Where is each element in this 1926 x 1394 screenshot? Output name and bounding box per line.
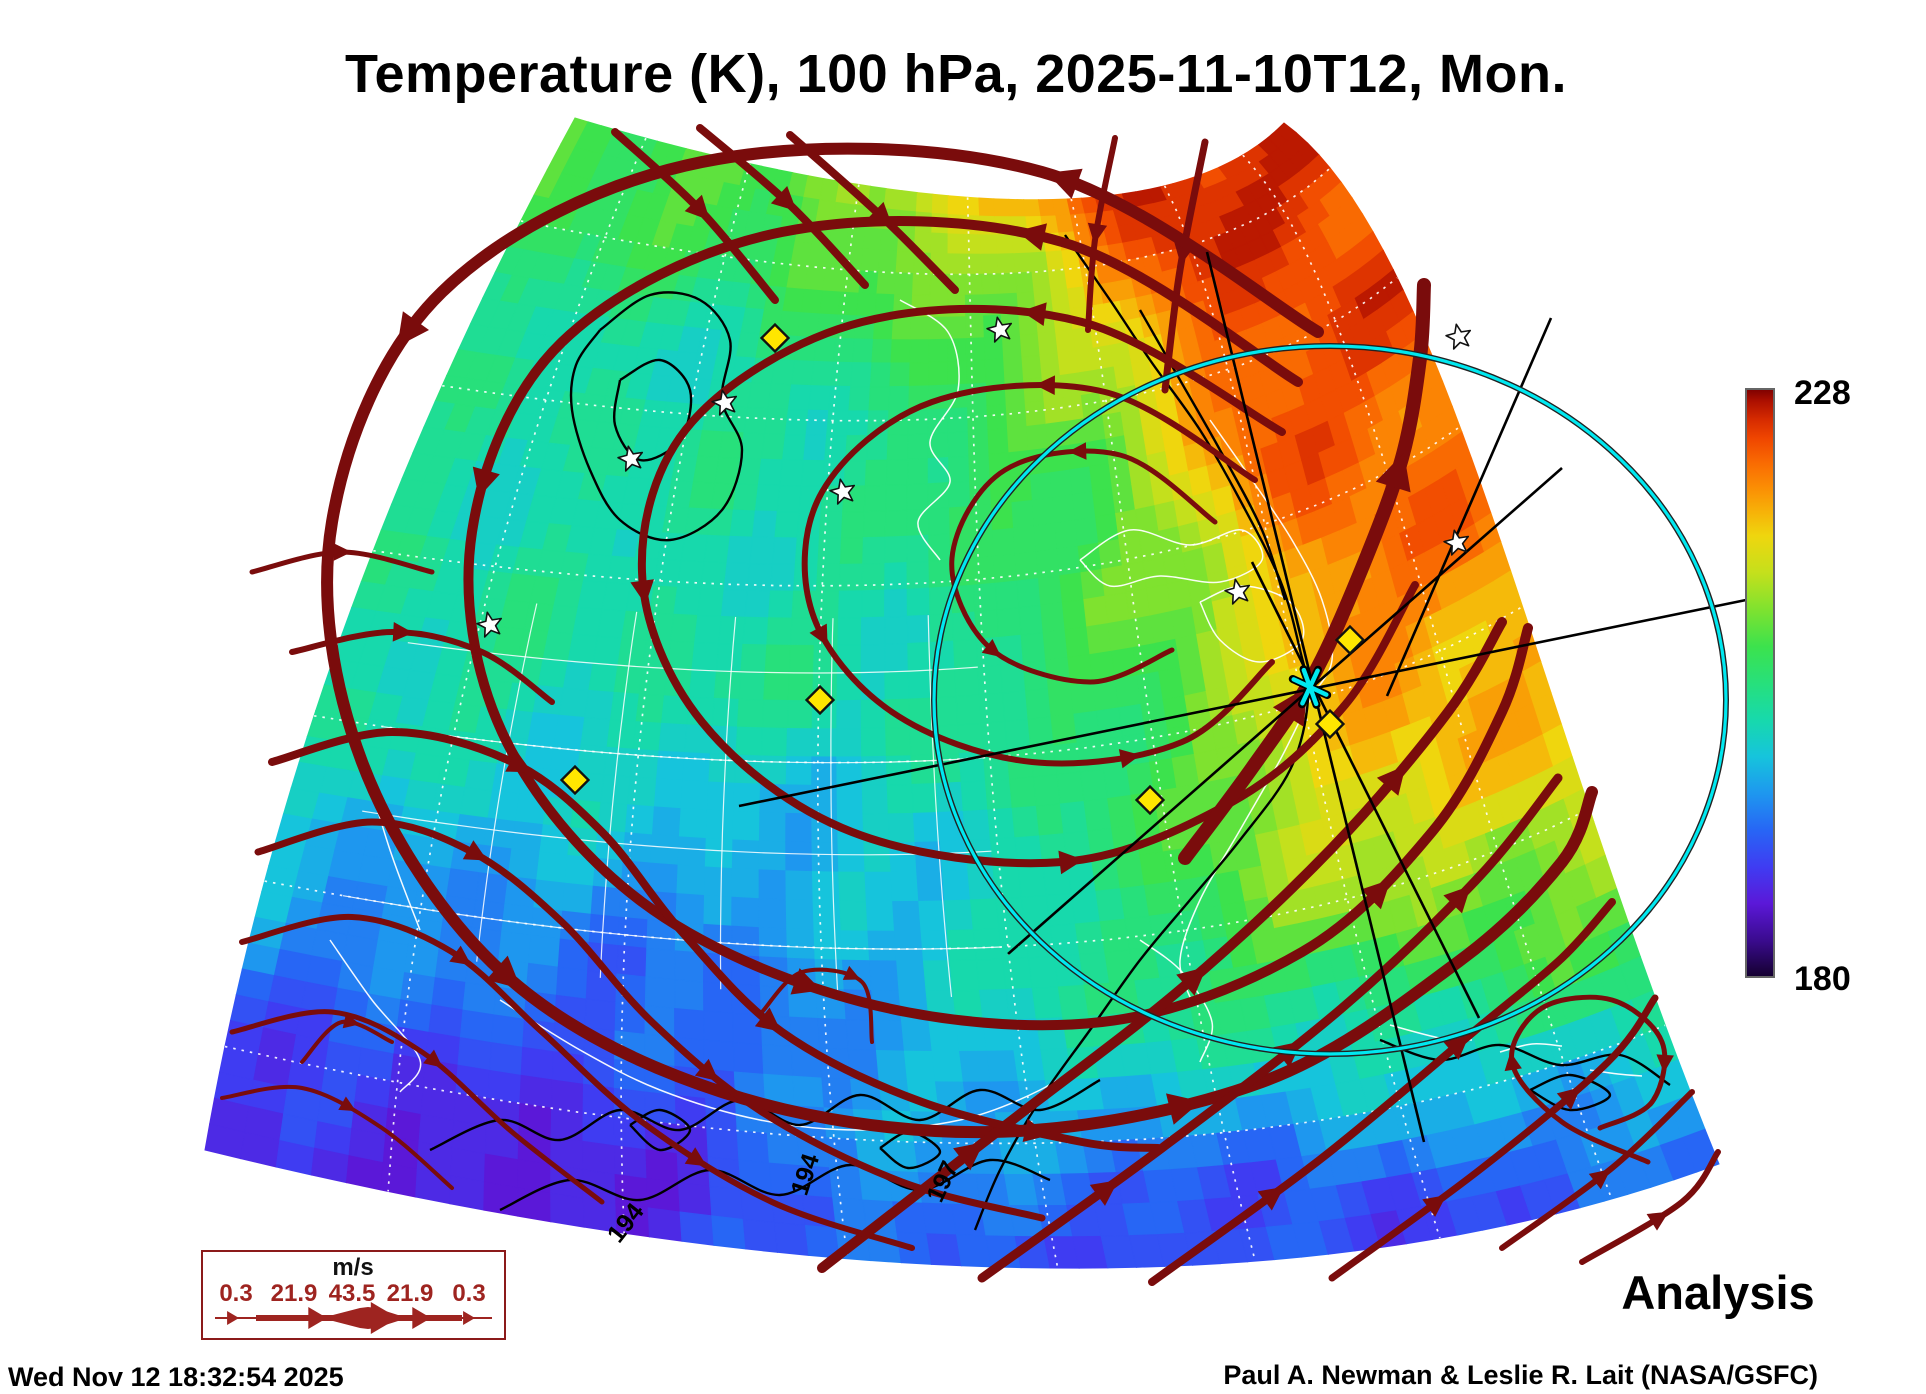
station-markers: [476, 316, 1472, 816]
wind-speed-legend: m/s 0.3 21.9 43.5 21.9 0.3: [201, 1250, 506, 1340]
latitude-circle: [931, 343, 1729, 1057]
cross-section-line-5: [1385, 317, 1553, 697]
cross-section-line-4: [1007, 467, 1563, 955]
station-diamond-marker: [1334, 624, 1366, 656]
station-diamond-marker: [1134, 784, 1166, 816]
streamline: [1499, 1089, 1695, 1251]
streamline: [239, 913, 915, 1251]
temperature-field: [204, 117, 1720, 1269]
legend-unit-label: m/s: [332, 1254, 373, 1281]
footer-credit: Paul A. Newman & Leslie R. Lait (NASA/GS…: [1223, 1360, 1818, 1390]
footer-timestamp: Wed Nov 12 18:32:54 2025: [8, 1362, 344, 1392]
colorbar-min-label: 180: [1794, 960, 1851, 998]
cross-site-marker: [1288, 665, 1332, 709]
colorbar-max-label: 228: [1794, 374, 1851, 412]
streamline: [289, 629, 555, 705]
station-diamond-marker: [759, 322, 791, 354]
streamline: [637, 304, 1419, 868]
streamline: [268, 728, 1162, 1152]
streamline: [1178, 278, 1431, 865]
streamline: [321, 142, 1598, 1139]
colorbar: 228 180: [1745, 374, 1851, 998]
legend-arrow-glyph: [215, 1302, 492, 1334]
streamline: [760, 967, 874, 1044]
station-diamond-marker: [1314, 708, 1346, 740]
cross-section-line-2: [1250, 561, 1481, 1019]
station-star-marker: [829, 478, 856, 505]
streamline: [1509, 994, 1668, 1165]
station-star-marker: [476, 611, 503, 638]
station-diamond-marker: [804, 684, 836, 716]
colorbar-gradient: [1745, 388, 1775, 978]
legend-value-4: 21.9: [387, 1280, 434, 1307]
legend-value-5: 0.3: [452, 1280, 485, 1307]
page-title: Temperature (K), 100 hPa, 2025-11-10T12,…: [345, 44, 1567, 104]
streamline: [1148, 898, 1616, 1286]
streamline: [817, 617, 1507, 1273]
streamline: [254, 818, 1046, 1222]
legend-value-2: 21.9: [271, 1280, 318, 1307]
status-badge: Analysis: [1621, 1266, 1814, 1319]
streamline: [229, 1009, 605, 1205]
cross-section-line-3: [738, 598, 1747, 808]
streamline: [977, 773, 1563, 1283]
legend-value-3: 43.5: [329, 1280, 376, 1307]
station-star-marker: [1445, 323, 1472, 350]
streamline: [949, 448, 1218, 685]
wind-streamlines: [220, 124, 1721, 1286]
station-star-marker: [617, 445, 644, 472]
station-diamond-marker: [559, 764, 591, 796]
station-star-marker: [711, 389, 738, 416]
station-star-marker: [986, 316, 1013, 343]
streamline: [1579, 1149, 1721, 1265]
legend-value-1: 0.3: [219, 1280, 252, 1307]
streamline: [300, 1019, 394, 1064]
station-star-marker: [1443, 529, 1470, 556]
station-star-marker: [1224, 578, 1251, 605]
streamline: [1328, 994, 1659, 1282]
